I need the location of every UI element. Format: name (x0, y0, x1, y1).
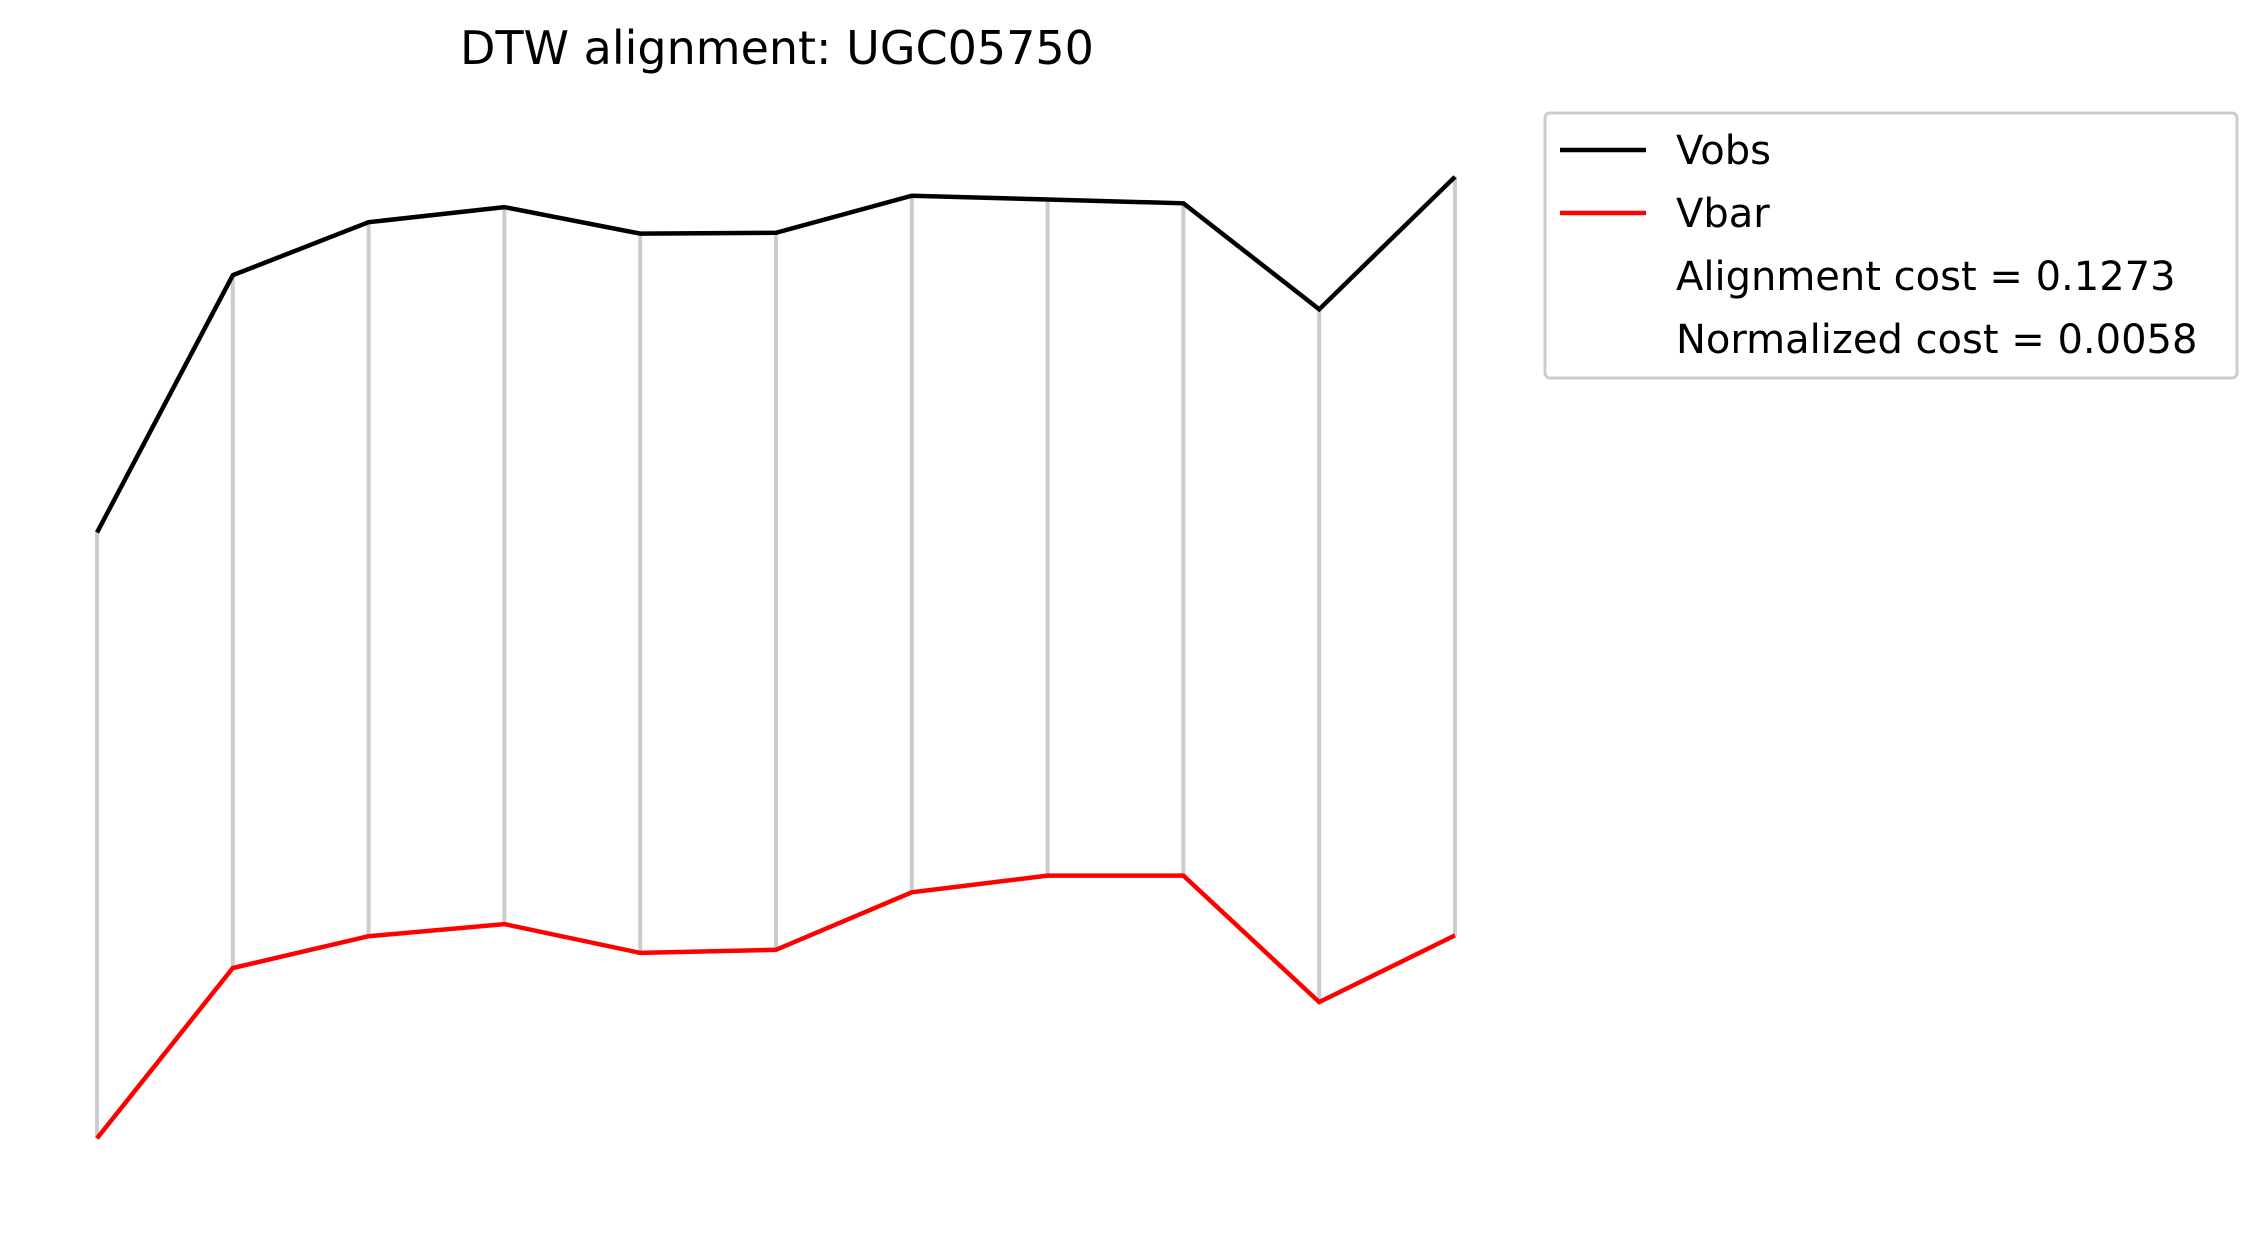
alignment-lines (95, 176, 1457, 1139)
series-lines (95, 175, 1457, 1140)
series-line-vobs (95, 175, 1457, 534)
series-line-vbar (95, 873, 1456, 1140)
legend-label: Normalized cost = 0.0058 (1676, 317, 2197, 363)
chart-title: DTW alignment: UGC05750 (460, 21, 1094, 75)
legend-label: Vbar (1676, 191, 1770, 237)
legend: Vobs Vbar Alignment cost = 0.1273 Normalize… (1543, 111, 2239, 380)
legend-label: Vobs (1676, 128, 1771, 174)
legend-frame (1543, 111, 2239, 380)
legend-label: Alignment cost = 0.1273 (1676, 254, 2176, 300)
